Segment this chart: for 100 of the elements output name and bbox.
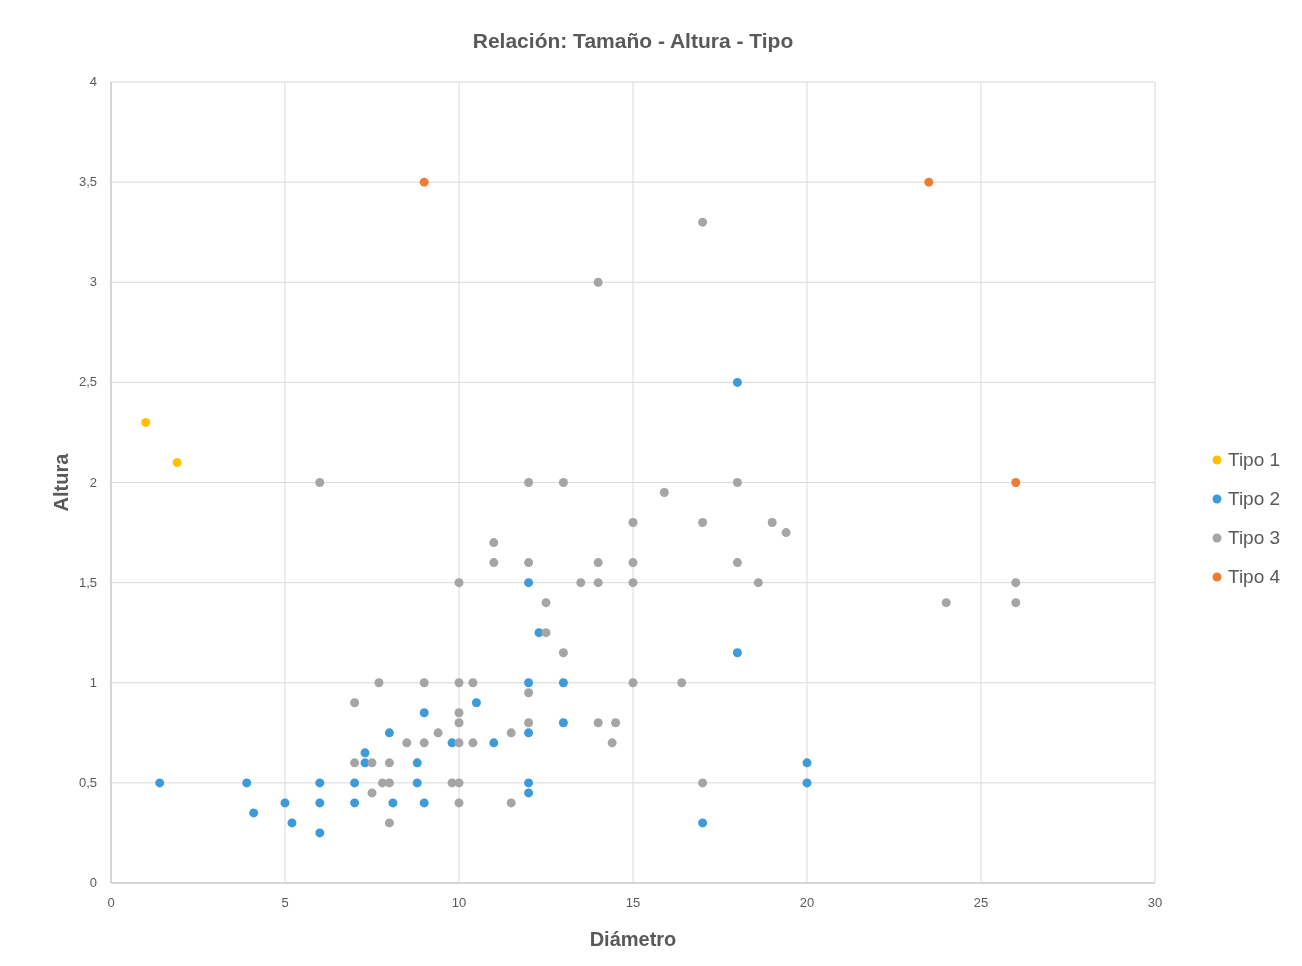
point — [607, 738, 617, 748]
point — [732, 377, 742, 387]
y-tick-label: 1,5 — [78, 574, 97, 590]
point — [558, 648, 568, 658]
point — [558, 478, 568, 487]
point — [280, 798, 290, 808]
point — [489, 558, 499, 568]
point — [558, 678, 568, 688]
point — [388, 798, 398, 808]
point — [454, 708, 464, 718]
point — [753, 578, 763, 588]
point — [315, 478, 325, 487]
point — [454, 798, 464, 808]
legend-label: Tipo 4 — [1228, 566, 1281, 587]
point — [454, 678, 464, 688]
point — [732, 648, 742, 658]
point — [468, 738, 478, 748]
point — [628, 518, 638, 528]
point — [1011, 598, 1021, 608]
point — [593, 277, 603, 287]
point — [659, 488, 669, 498]
y-tick-label: 4 — [89, 74, 97, 89]
y-tick-label: 2 — [89, 474, 97, 490]
point — [350, 698, 360, 708]
point — [506, 728, 516, 738]
x-tick-label: 15 — [625, 895, 641, 910]
point — [628, 678, 638, 688]
point — [593, 578, 603, 588]
point — [172, 457, 182, 467]
point — [454, 738, 464, 748]
point — [454, 578, 464, 588]
y-tick-label: 0 — [89, 875, 97, 890]
point — [315, 828, 325, 838]
point — [1011, 478, 1021, 487]
point — [412, 778, 422, 788]
point — [419, 708, 429, 718]
chart-title: Relación: Tamaño - Altura - Tipo — [472, 29, 794, 52]
x-tick-label: 10 — [451, 895, 467, 910]
point — [802, 758, 812, 768]
point — [732, 478, 742, 487]
point — [593, 558, 603, 568]
point — [941, 598, 951, 608]
y-axis-title: Altura — [50, 452, 72, 512]
point — [524, 678, 534, 688]
point — [367, 758, 377, 768]
point — [367, 788, 377, 798]
point — [628, 558, 638, 568]
point — [315, 778, 325, 788]
point — [468, 678, 478, 688]
x-tick-label: 5 — [281, 895, 289, 910]
point — [524, 578, 534, 588]
x-tick-label: 0 — [107, 895, 115, 910]
point — [454, 718, 464, 728]
point — [524, 778, 534, 788]
point — [732, 558, 742, 568]
point — [315, 798, 325, 808]
point — [350, 798, 360, 808]
point — [924, 177, 934, 187]
point — [524, 558, 534, 568]
y-tick-label: 3,5 — [78, 174, 97, 190]
x-axis-title: Diámetro — [589, 928, 677, 950]
point — [781, 528, 791, 538]
point — [249, 808, 259, 818]
y-tick-label: 0,5 — [78, 774, 97, 790]
point — [412, 758, 422, 768]
x-tick-label: 30 — [1147, 895, 1163, 910]
point — [384, 758, 394, 768]
point — [541, 598, 551, 608]
point — [360, 748, 370, 758]
point — [454, 778, 464, 788]
point — [384, 728, 394, 738]
point — [242, 778, 252, 788]
point — [524, 728, 534, 738]
y-tick-label: 1 — [89, 674, 97, 690]
point — [419, 798, 429, 808]
point — [506, 798, 516, 808]
point — [350, 758, 360, 768]
point — [767, 518, 777, 528]
point — [524, 478, 534, 487]
point — [287, 818, 297, 828]
point — [489, 538, 499, 548]
legend-label: Tipo 3 — [1228, 527, 1281, 548]
point — [698, 778, 708, 788]
point — [155, 778, 165, 788]
point — [141, 417, 151, 427]
point — [698, 217, 708, 227]
point — [677, 678, 687, 688]
point — [419, 177, 429, 187]
point — [374, 678, 384, 688]
point — [611, 718, 621, 728]
point — [558, 718, 568, 728]
point — [541, 628, 551, 638]
point — [802, 778, 812, 788]
point — [698, 518, 708, 528]
point — [524, 688, 534, 698]
point — [628, 578, 638, 588]
legend-label: Tipo 1 — [1228, 449, 1281, 470]
point — [419, 738, 429, 748]
y-tick-label: 3 — [89, 274, 97, 290]
point — [489, 738, 499, 748]
